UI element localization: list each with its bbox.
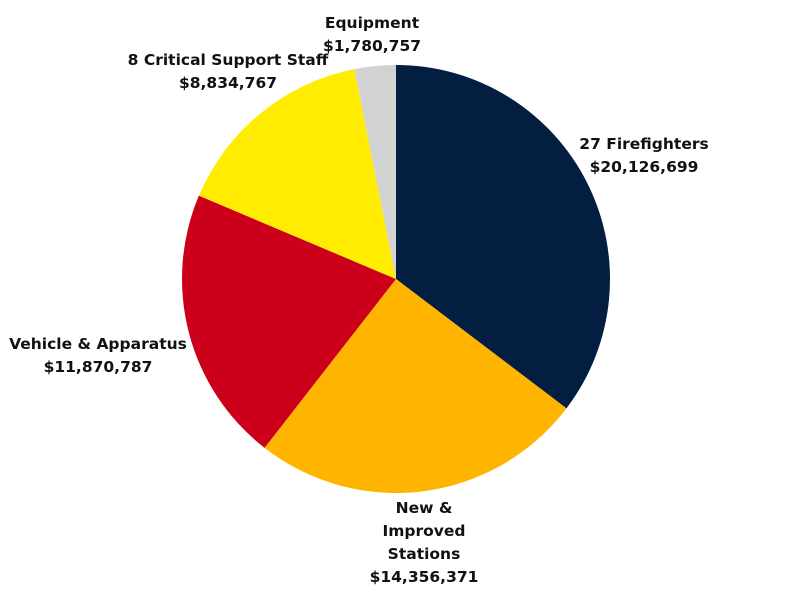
- slice-vehicles: [181, 195, 396, 448]
- slice-equipment: [354, 65, 396, 279]
- pie-labels: 27 Firefighters $20,126,699 New & Improved S…: [9, 14, 709, 586]
- slice-label-text: Vehicle & Apparatus: [9, 335, 187, 353]
- slice-value-text: $20,126,699: [590, 158, 699, 176]
- label-stations: New & Improved Stations $14,356,371: [370, 499, 479, 586]
- label-equipment: Equipment $1,780,757: [323, 14, 421, 55]
- slice-stations: [264, 279, 567, 493]
- label-firefighters: 27 Firefighters $20,126,699: [579, 135, 708, 176]
- slice-value-text: $8,834,767: [179, 74, 277, 92]
- label-vehicles: Vehicle & Apparatus $11,870,787: [9, 335, 187, 376]
- slice-label-text: Stations: [388, 545, 461, 563]
- slice-label-text: 8 Critical Support Staff: [128, 51, 329, 69]
- slice-firefighters: [396, 65, 610, 409]
- slice-value-text: $11,870,787: [44, 358, 153, 376]
- slice-label-text: New &: [396, 499, 453, 517]
- slice-label-text: Improved: [382, 522, 465, 540]
- pie-slices: [181, 65, 610, 493]
- slice-label-text: Equipment: [325, 14, 420, 32]
- slice-value-text: $14,356,371: [370, 568, 479, 586]
- slice-label-text: 27 Firefighters: [579, 135, 708, 153]
- slice-value-text: $1,780,757: [323, 37, 421, 55]
- slice-support-staff: [198, 69, 396, 279]
- label-support-staff: 8 Critical Support Staff $8,834,767: [128, 51, 329, 92]
